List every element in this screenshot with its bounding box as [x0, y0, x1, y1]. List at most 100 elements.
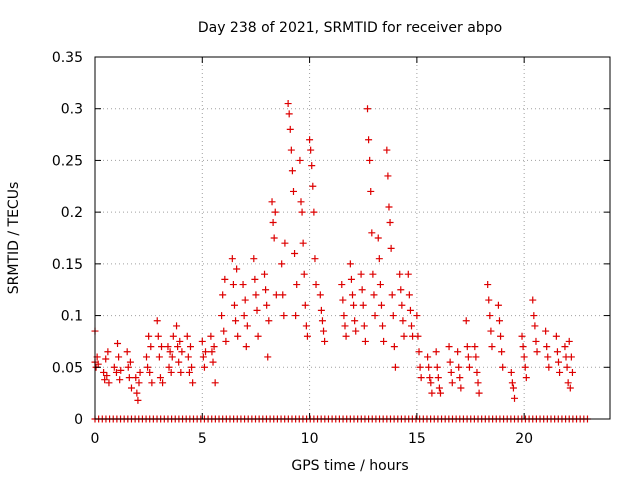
data-point — [285, 110, 293, 118]
data-point — [178, 348, 186, 356]
y-tick-label: 0.15 — [52, 257, 83, 273]
y-axis-label: SRMTID / TECUs — [6, 182, 22, 295]
data-point — [311, 255, 319, 263]
data-point — [127, 384, 135, 392]
data-point — [486, 312, 494, 320]
data-point — [509, 384, 517, 392]
data-point — [147, 343, 155, 351]
data-point — [202, 348, 210, 356]
data-point — [189, 379, 197, 387]
data-point — [102, 355, 110, 363]
data-point — [347, 275, 355, 283]
data-point — [103, 372, 111, 380]
y-tick-label: 0.25 — [52, 153, 83, 169]
data-point — [263, 301, 271, 309]
data-point — [296, 156, 304, 164]
data-point — [556, 368, 564, 376]
data-point — [414, 332, 422, 340]
grid — [95, 57, 610, 419]
data-point — [426, 374, 434, 382]
data-point — [174, 343, 182, 351]
data-point — [435, 384, 443, 392]
data-point — [271, 208, 279, 216]
x-axis-ticks: 0 5 10 15 20 — [91, 57, 533, 447]
data-point — [234, 332, 242, 340]
data-point — [406, 306, 414, 314]
data-point — [184, 353, 192, 361]
data-point — [146, 368, 154, 376]
data-point — [240, 312, 248, 320]
x-tick-label: 20 — [515, 431, 533, 447]
data-point — [564, 379, 572, 387]
data-point — [346, 260, 354, 268]
data-point — [398, 301, 406, 309]
data-point — [565, 337, 573, 345]
data-point — [132, 374, 140, 382]
data-point — [135, 379, 143, 387]
data-point — [455, 363, 463, 371]
data-point — [446, 358, 454, 366]
data-point — [371, 312, 379, 320]
data-point — [317, 306, 325, 314]
data-point — [269, 218, 277, 226]
data-point — [484, 281, 492, 289]
y-tick-label: 0.3 — [61, 102, 83, 118]
data-point — [318, 317, 326, 325]
data-point — [397, 286, 405, 294]
data-point — [280, 312, 288, 320]
data-point — [286, 125, 294, 133]
data-point — [542, 327, 550, 335]
data-point — [405, 291, 413, 299]
data-point — [494, 301, 502, 309]
data-point — [447, 368, 455, 376]
data-point — [291, 250, 299, 258]
data-point — [218, 312, 226, 320]
data-point — [532, 337, 540, 345]
data-point — [464, 353, 472, 361]
data-point — [302, 322, 310, 330]
data-point — [379, 322, 387, 330]
data-point — [210, 343, 218, 351]
data-point — [432, 348, 440, 356]
data-point — [288, 167, 296, 175]
data-point — [474, 379, 482, 387]
data-point — [448, 379, 456, 387]
data-point — [251, 275, 259, 283]
data-point — [358, 286, 366, 294]
data-point — [471, 343, 479, 351]
data-point — [198, 337, 206, 345]
data-point — [272, 291, 280, 299]
data-point — [232, 317, 240, 325]
data-point — [124, 363, 132, 371]
data-point — [262, 286, 270, 294]
data-point — [485, 296, 493, 304]
data-point — [185, 368, 193, 376]
data-point — [445, 343, 453, 351]
data-point — [306, 136, 314, 144]
data-point — [433, 363, 441, 371]
data-point — [366, 156, 374, 164]
data-point — [377, 301, 385, 309]
data-point — [404, 270, 412, 278]
data-point — [350, 301, 358, 309]
data-point — [144, 363, 152, 371]
data-point — [361, 337, 369, 345]
data-point — [400, 332, 408, 340]
data-point — [544, 353, 552, 361]
data-point — [148, 379, 156, 387]
data-point — [233, 265, 241, 273]
data-point — [115, 353, 123, 361]
data-point — [252, 291, 260, 299]
data-point — [175, 358, 183, 366]
data-point — [186, 343, 194, 351]
data-point — [521, 363, 529, 371]
data-point — [183, 332, 191, 340]
data-point — [123, 348, 131, 356]
data-point — [303, 332, 311, 340]
data-point — [465, 363, 473, 371]
data-point — [230, 301, 238, 309]
data-point — [298, 208, 306, 216]
data-point — [369, 270, 377, 278]
